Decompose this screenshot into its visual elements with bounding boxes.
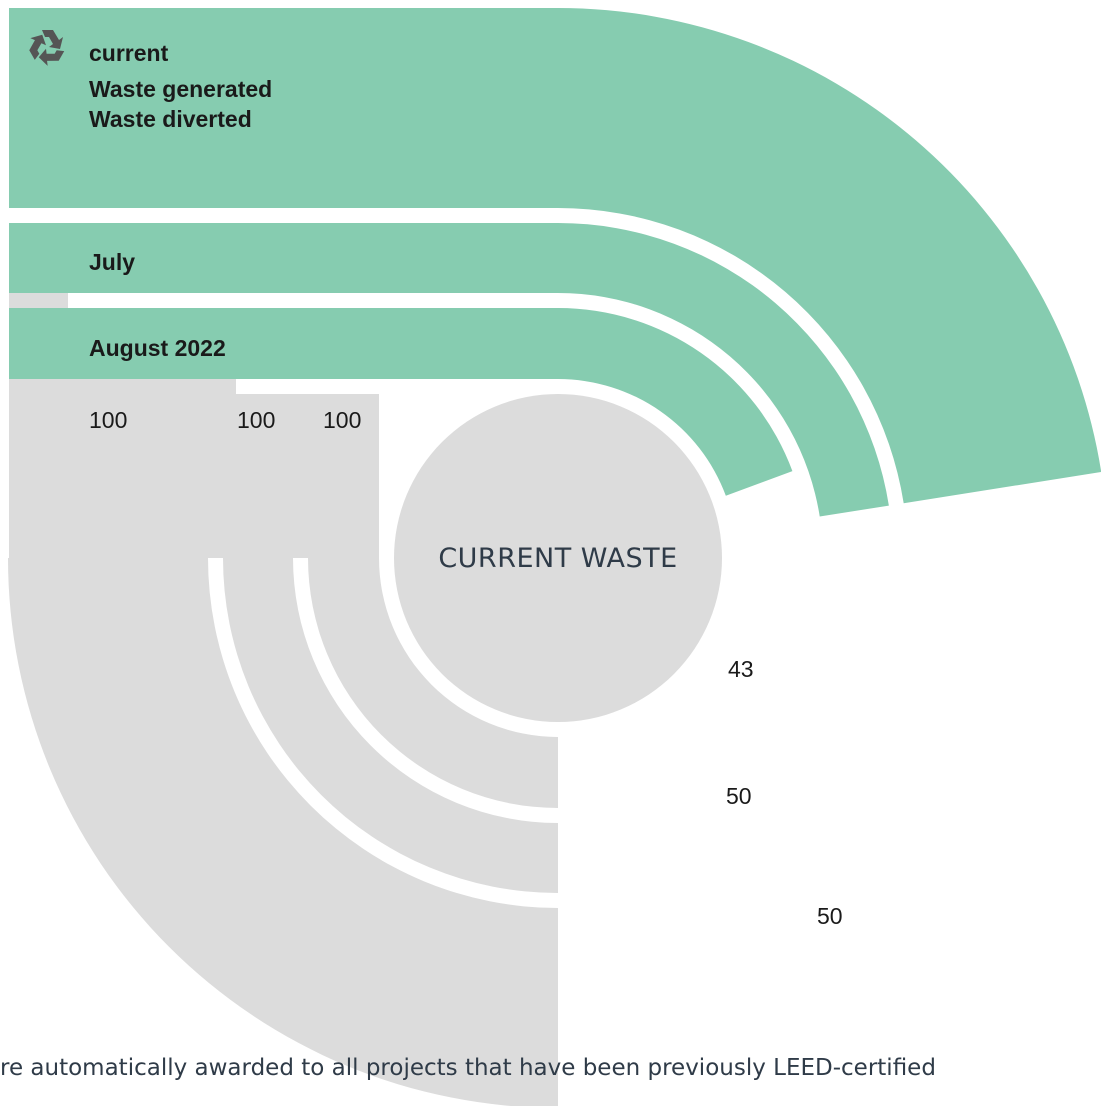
generated-value-label: 100 [89, 407, 127, 433]
generated-value-label: 100 [237, 407, 275, 433]
diverted-value-label: 50 [817, 903, 843, 929]
legend-item-generated: Waste generated [89, 76, 272, 102]
series-label: July [89, 249, 135, 275]
diverted-value-label: 50 [726, 783, 752, 809]
generated-value-label: 100 [323, 407, 361, 433]
diverted-value-label: 43 [728, 656, 754, 682]
legend-title: current [89, 40, 169, 66]
center-label: CURRENT WASTE [438, 543, 677, 574]
footer-text: re automatically awarded to all projects… [0, 1055, 936, 1081]
series-label: August 2022 [89, 335, 226, 361]
legend-item-diverted: Waste diverted [89, 106, 252, 132]
